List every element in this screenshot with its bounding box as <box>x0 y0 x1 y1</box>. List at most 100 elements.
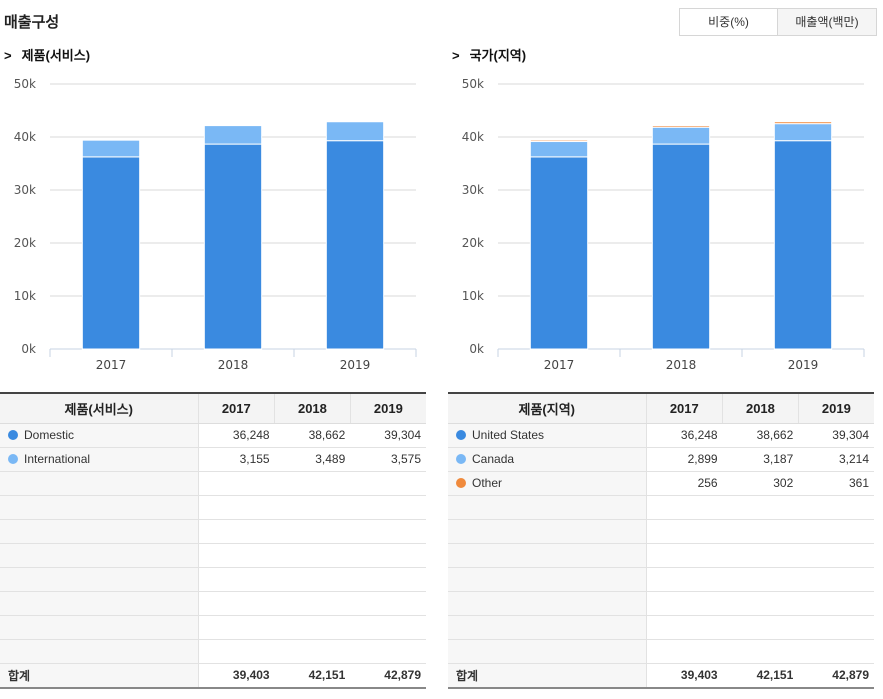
x-tick-label: 2018 <box>666 358 697 372</box>
value-cell: 39,304 <box>798 423 874 448</box>
table-row: International 3,155 3,489 3,575 <box>0 447 426 472</box>
y-tick-label: 20k <box>14 236 36 250</box>
row-name-cell: Other <box>448 471 647 496</box>
ratio-toggle-button[interactable]: 비중(%) <box>680 9 778 35</box>
x-tick-label: 2019 <box>340 358 371 372</box>
total-label: 합계 <box>0 662 199 689</box>
row-name-cell: United States <box>448 423 647 448</box>
legend-dot-icon <box>8 454 18 464</box>
empty-row <box>448 567 874 592</box>
bar-segment <box>529 156 589 350</box>
empty-row <box>0 543 426 568</box>
total-value-cell: 42,151 <box>722 662 799 689</box>
page-title: 매출구성 <box>4 14 60 31</box>
product-section-title: > 제품(서비스) <box>4 45 90 64</box>
product-section-label: 제품(서비스) <box>21 48 91 63</box>
row-name: United States <box>472 428 545 442</box>
y-tick-label: 0k <box>21 342 36 356</box>
row-name: International <box>24 452 91 466</box>
y-tick-label: 30k <box>462 183 484 197</box>
row-name: Other <box>472 476 503 490</box>
row-name-cell: Canada <box>448 447 647 472</box>
bar-segment <box>651 126 711 145</box>
empty-row <box>448 615 874 640</box>
row-name-cell: Domestic <box>0 423 199 448</box>
table-header-row: 제품(서비스) 2017 2018 2019 <box>0 392 426 424</box>
y-tick-label: 30k <box>14 183 36 197</box>
total-value-cell: 42,879 <box>798 662 874 689</box>
bar-segment <box>773 121 833 125</box>
x-tick-label: 2019 <box>788 358 819 372</box>
empty-row <box>448 591 874 616</box>
value-cell: 3,155 <box>198 447 275 472</box>
legend-dot-icon <box>8 430 18 440</box>
empty-row <box>448 543 874 568</box>
value-cell: 38,662 <box>274 423 351 448</box>
product-data-table: 제품(서비스) 2017 2018 2019 Domestic 36,248 38,… <box>0 392 426 689</box>
x-tick-label: 2018 <box>218 358 249 372</box>
header-year: 2018 <box>274 392 351 424</box>
region-section-label: 국가(지역) <box>469 48 527 63</box>
bar-segment <box>325 140 385 350</box>
table-header-row: 제품(지역) 2017 2018 2019 <box>448 392 874 424</box>
bar-segment <box>773 123 833 142</box>
chevron-right-icon: > <box>4 48 12 63</box>
total-label: 합계 <box>448 662 647 689</box>
bar-segment <box>529 141 589 158</box>
y-tick-label: 0k <box>469 342 484 356</box>
bar-segment <box>529 139 589 143</box>
bar-segment <box>773 140 833 350</box>
product-stacked-bar-chart: 0k 10k 20k 30k 40k 50k 2017 2018 2019 <box>14 77 417 372</box>
value-cell: 39,304 <box>350 423 426 448</box>
y-tick-label: 20k <box>462 236 484 250</box>
x-tick-label: 2017 <box>96 358 127 372</box>
value-cell: 361 <box>798 471 874 496</box>
y-tick-label: 40k <box>14 130 36 144</box>
chevron-right-icon: > <box>452 48 460 63</box>
total-value-cell: 39,403 <box>198 662 275 689</box>
header-year: 2018 <box>722 392 799 424</box>
value-cell: 256 <box>646 471 723 496</box>
value-cell: 38,662 <box>722 423 799 448</box>
total-value-cell: 39,403 <box>646 662 723 689</box>
header-year: 2019 <box>350 392 426 424</box>
header-category: 제품(서비스) <box>0 392 199 424</box>
value-cell: 36,248 <box>198 423 275 448</box>
total-row: 합계 39,403 42,151 42,879 <box>448 662 874 689</box>
empty-row <box>0 567 426 592</box>
row-name: Canada <box>472 452 515 466</box>
total-row: 합계 39,403 42,151 42,879 <box>0 662 426 689</box>
y-tick-label: 40k <box>462 130 484 144</box>
row-name: Domestic <box>24 428 75 442</box>
header-year: 2017 <box>646 392 724 424</box>
value-cell: 3,187 <box>722 447 799 472</box>
region-section-title: > 국가(지역) <box>452 45 526 64</box>
region-stacked-bar-chart: 0k 10k 20k 30k 40k 50k 2017 2018 2019 <box>462 77 865 372</box>
bar-segment <box>203 125 263 145</box>
empty-row <box>448 519 874 544</box>
bar-segment <box>651 125 711 128</box>
bar-segment <box>81 156 141 350</box>
view-toggle: 비중(%) 매출액(백만) <box>679 8 877 36</box>
table-row: United States 36,248 38,662 39,304 <box>448 423 874 448</box>
amount-toggle-button[interactable]: 매출액(백만) <box>778 9 876 35</box>
legend-dot-icon <box>456 478 466 488</box>
legend-dot-icon <box>456 430 466 440</box>
total-value-cell: 42,879 <box>350 662 426 689</box>
empty-row <box>448 495 874 520</box>
header-category: 제품(지역) <box>448 392 647 424</box>
table-row: Canada 2,899 3,187 3,214 <box>448 447 874 472</box>
value-cell: 302 <box>722 471 799 496</box>
header-year: 2019 <box>798 392 874 424</box>
empty-row <box>0 615 426 640</box>
y-tick-label: 50k <box>14 77 36 91</box>
row-name-cell: International <box>0 447 199 472</box>
table-row: Other 256 302 361 <box>448 471 874 496</box>
x-tick-label: 2017 <box>544 358 575 372</box>
total-value-cell: 42,151 <box>274 662 351 689</box>
bar-segment <box>81 139 141 158</box>
empty-row <box>0 639 426 664</box>
empty-row <box>448 639 874 664</box>
empty-row <box>0 519 426 544</box>
empty-row <box>0 495 426 520</box>
